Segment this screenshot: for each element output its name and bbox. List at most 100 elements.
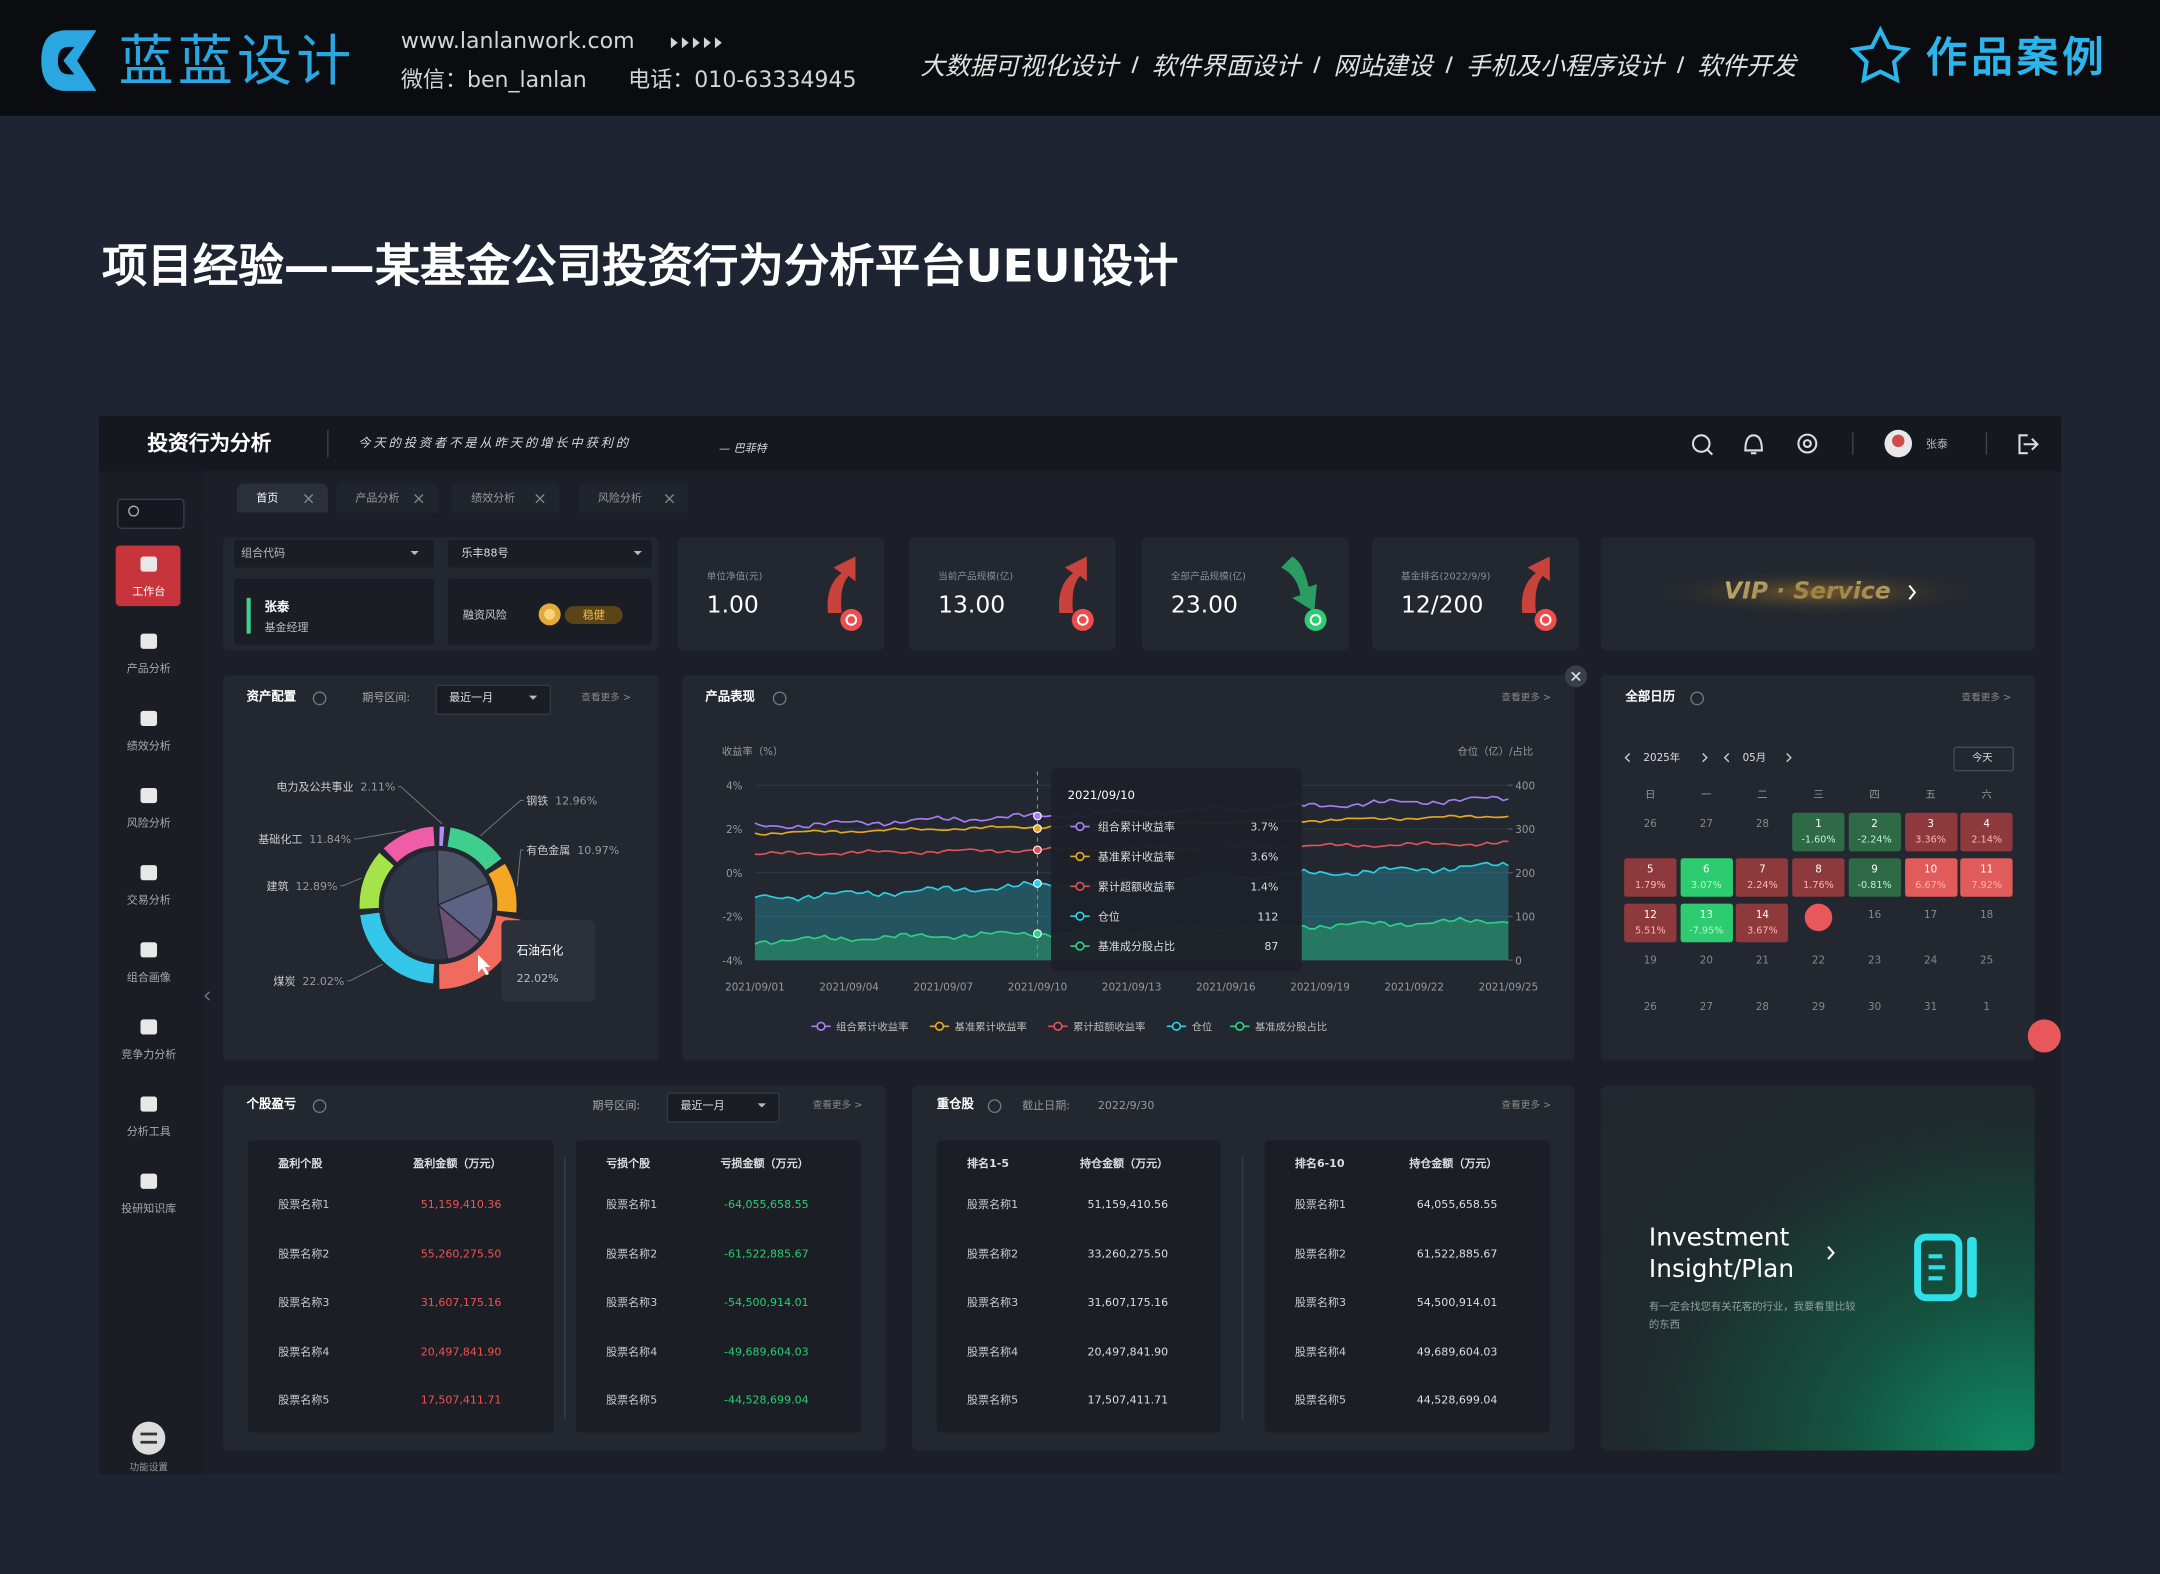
table-cell: 股票名称5: [967, 1394, 1019, 1407]
cal-day[interactable]: 25: [1980, 953, 1994, 967]
cal-cell[interactable]: [1624, 858, 1677, 897]
cal-day[interactable]: 24: [1924, 953, 1938, 967]
cal-day[interactable]: 4: [1983, 817, 1990, 830]
cal-day[interactable]: 18: [1980, 908, 1994, 921]
sidebar-item[interactable]: 产品分析: [126, 662, 171, 675]
tooltip-name: 累计超额收益率: [1098, 879, 1175, 893]
dropdown-label[interactable]: 乐丰88号: [461, 546, 509, 560]
today-button[interactable]: [1953, 746, 2014, 772]
sidebar-item[interactable]: 风险分析: [126, 816, 171, 830]
cal-cell[interactable]: [1904, 858, 1957, 897]
cal-cell[interactable]: [1960, 812, 2013, 852]
insight-card[interactable]: [1600, 1085, 2035, 1451]
insight-lines: [1928, 1254, 1946, 1281]
cal-day[interactable]: 13: [1699, 908, 1713, 921]
cal-day[interactable]: 27: [1699, 1000, 1713, 1013]
more-link[interactable]: 查看更多 >: [812, 1099, 863, 1111]
cal-day[interactable]: 31: [1924, 1000, 1938, 1013]
cal-cell[interactable]: [1848, 812, 1901, 852]
cal-day[interactable]: 21: [1755, 953, 1770, 967]
sidebar-search[interactable]: [117, 498, 185, 529]
cal-day[interactable]: 28: [1755, 1000, 1770, 1013]
sidebar-item[interactable]: 竞争力分析: [121, 1048, 177, 1061]
cal-month[interactable]: 05月: [1742, 751, 1767, 764]
tab-label[interactable]: 产品分析: [355, 491, 400, 505]
cal-day[interactable]: 30: [1867, 1000, 1882, 1013]
cal-day[interactable]: 16: [1867, 908, 1882, 921]
legend-label: 累计超额收益率: [1073, 1020, 1145, 1033]
cal-pct: 2.24%: [1747, 879, 1778, 891]
cal-day[interactable]: 1: [1983, 1000, 1990, 1013]
cal-day[interactable]: 17: [1924, 908, 1938, 921]
cal-cell[interactable]: [1736, 858, 1789, 897]
cal-day[interactable]: 20: [1699, 953, 1713, 967]
slash: [1131, 56, 1139, 74]
today-label[interactable]: 今天: [1971, 751, 1993, 764]
legend-dot: [1171, 1021, 1182, 1031]
cal-day[interactable]: 7: [1759, 862, 1766, 876]
sector-value: 12.89%: [295, 880, 337, 893]
tab[interactable]: [236, 483, 328, 513]
tab-label[interactable]: 风险分析: [597, 491, 642, 505]
more-link[interactable]: 查看更多 >: [1501, 1099, 1552, 1111]
dropdown[interactable]: [234, 540, 434, 568]
cal-cell[interactable]: [1792, 858, 1845, 897]
cal-day[interactable]: 8: [1815, 862, 1822, 876]
cal-day[interactable]: 2: [1871, 817, 1878, 830]
dropdown-value[interactable]: 最近一月: [449, 691, 494, 704]
more-link[interactable]: 查看更多 >: [1501, 692, 1552, 704]
sidebar-footer[interactable]: 功能设置: [129, 1462, 169, 1474]
cal-day[interactable]: 19: [1643, 953, 1657, 967]
table-header: 亏损金额（万元）: [720, 1157, 809, 1170]
cal-day[interactable]: 14: [1755, 908, 1770, 921]
dropdown-value[interactable]: 最近一月: [680, 1099, 725, 1112]
cal-cell[interactable]: [1848, 858, 1901, 897]
dropdown[interactable]: [666, 1092, 780, 1123]
cal-day[interactable]: 3: [1927, 817, 1934, 830]
cal-day[interactable]: 6: [1703, 862, 1710, 876]
sidebar-item[interactable]: 分析工具: [126, 1125, 171, 1138]
more-link[interactable]: 查看更多 >: [1961, 692, 2012, 704]
cal-year[interactable]: 2025年: [1643, 751, 1681, 764]
tab-label[interactable]: 绩效分析: [471, 491, 516, 505]
cal-day[interactable]: 22: [1811, 953, 1826, 967]
cal-day[interactable]: 10: [1924, 862, 1938, 876]
cal-cell[interactable]: [1624, 903, 1677, 943]
cal-cell[interactable]: [1680, 903, 1733, 943]
table-cell: 股票名称4: [278, 1345, 330, 1358]
tab[interactable]: [336, 483, 439, 513]
more-link[interactable]: 查看更多 >: [581, 692, 631, 704]
cal-day[interactable]: 28: [1755, 817, 1770, 830]
cal-cell[interactable]: [1960, 858, 2013, 897]
cal-day[interactable]: 29: [1811, 1000, 1826, 1013]
insight-title[interactable]: Investment Insight/Plan: [1648, 1223, 1795, 1284]
tab-label[interactable]: 首页: [256, 491, 279, 505]
cal-day[interactable]: 26: [1643, 1000, 1657, 1013]
sidebar-icon: [140, 1019, 158, 1035]
sidebar-item[interactable]: 组合画像: [126, 971, 171, 984]
sidebar-item[interactable]: 交易分析: [126, 894, 171, 907]
dropdown-label[interactable]: 组合代码: [241, 546, 286, 560]
cal-day[interactable]: 9: [1871, 862, 1878, 876]
cal-day[interactable]: 5: [1647, 862, 1654, 876]
panel: [677, 537, 885, 651]
sidebar-icon: [140, 865, 158, 881]
cal-cell[interactable]: [1736, 903, 1789, 943]
cal-cell[interactable]: [1792, 812, 1845, 852]
sidebar-item[interactable]: 工作台: [132, 585, 166, 598]
cal-day[interactable]: 11: [1980, 862, 1994, 876]
dropdown[interactable]: [447, 540, 652, 568]
badge-icon: [1849, 25, 1911, 84]
user-name[interactable]: 张泰: [1925, 438, 1948, 451]
cal-cell[interactable]: [1904, 812, 1957, 852]
cal-day[interactable]: 27: [1699, 817, 1713, 830]
dropdown[interactable]: [435, 684, 552, 715]
cal-day[interactable]: 23: [1867, 953, 1882, 967]
cal-cell[interactable]: [1680, 858, 1733, 897]
sidebar-item[interactable]: 绩效分析: [126, 739, 171, 753]
cal-day[interactable]: 1: [1815, 817, 1822, 830]
cal-day[interactable]: 26: [1643, 817, 1657, 830]
chev: [1786, 753, 1792, 763]
cal-day[interactable]: 12: [1643, 908, 1657, 921]
sidebar-item[interactable]: 投研知识库: [121, 1202, 177, 1215]
